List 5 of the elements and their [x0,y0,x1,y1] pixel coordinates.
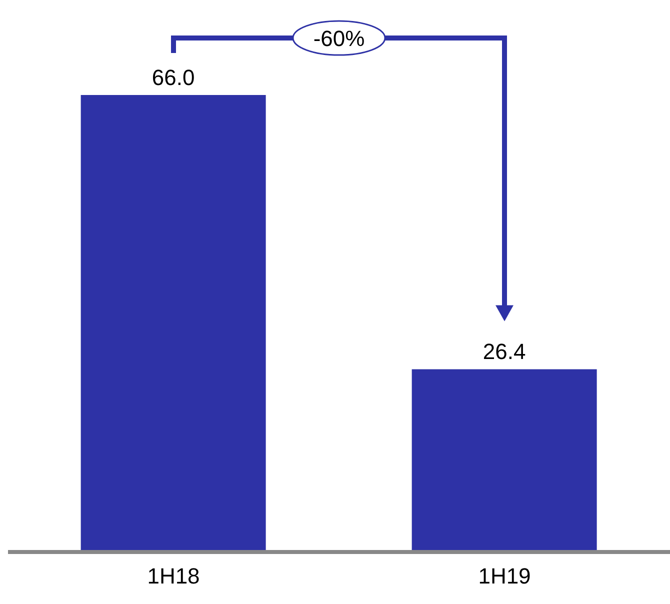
text: -60% [313,26,365,51]
x-tick-label: 1H18 [147,564,200,589]
data-label: 66.0 [152,65,195,90]
x-tick-label: 1H19 [478,564,531,589]
data-label: 26.4 [482,339,526,364]
